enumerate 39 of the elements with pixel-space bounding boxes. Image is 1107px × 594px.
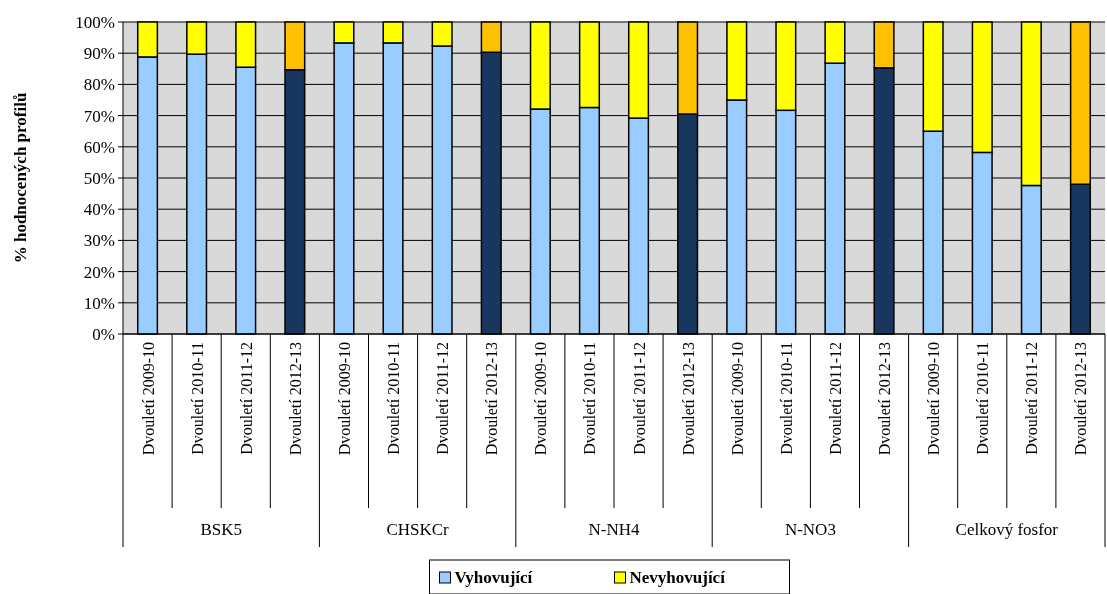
y-tick-label: 60%: [83, 137, 115, 157]
text: Celkový fosfor: [955, 520, 1059, 539]
text: N-NH4: [588, 520, 640, 539]
y-tick-label: 40%: [83, 200, 115, 220]
y-tick-label: 70%: [83, 106, 115, 126]
x-tick-label: Dvouletí 2011-12: [826, 342, 844, 455]
x-tick-label: Dvouletí 2012-13: [876, 342, 894, 456]
x-tick-label: Dvouletí 2009-10: [532, 342, 550, 456]
y-axis-title: % hodnocených profilů: [11, 92, 30, 264]
y-tick-label: 90%: [83, 44, 115, 64]
y-tick-label: 80%: [83, 75, 115, 95]
text: N-NO3: [784, 520, 836, 539]
x-tick-label: Dvouletí 2010-11: [188, 342, 206, 455]
x-tick-label: Dvouletí 2011-12: [434, 342, 452, 455]
y-tick-label: 0%: [92, 324, 115, 344]
x-tick-label: Dvouletí 2012-13: [286, 342, 304, 456]
x-tick-label: Dvouletí 2011-12: [1023, 342, 1041, 455]
text: CHSKCr: [386, 520, 450, 539]
x-tick-label: Dvouletí 2011-12: [630, 342, 648, 455]
legend-label: Nevyhovující: [629, 568, 726, 587]
x-tick-label: Dvouletí 2012-13: [679, 342, 697, 456]
y-tick-label: 50%: [83, 168, 115, 188]
x-tick-label: Dvouletí 2010-11: [777, 342, 795, 455]
y-tick-label: 20%: [83, 262, 115, 282]
x-tick-label: Dvouletí 2012-13: [1072, 342, 1090, 456]
x-tick-label: Dvouletí 2011-12: [237, 342, 255, 455]
x-tick-label: Dvouletí 2010-11: [581, 342, 599, 455]
x-tick-label: Dvouletí 2009-10: [728, 342, 746, 456]
text: BSK5: [200, 520, 242, 539]
legend-label: Vyhovující: [454, 568, 533, 587]
x-tick-label: Dvouletí 2010-11: [385, 342, 403, 455]
x-tick-label: Dvouletí 2009-10: [925, 342, 943, 456]
x-tick-label: Dvouletí 2010-11: [974, 342, 992, 455]
x-tick-label: Dvouletí 2009-10: [335, 342, 353, 456]
y-tick-label: 30%: [83, 231, 115, 251]
y-tick-label: 100%: [75, 12, 115, 32]
x-tick-label: Dvouletí 2012-13: [483, 342, 501, 456]
y-tick-label: 10%: [83, 293, 115, 313]
x-tick-label: Dvouletí 2009-10: [139, 342, 157, 456]
